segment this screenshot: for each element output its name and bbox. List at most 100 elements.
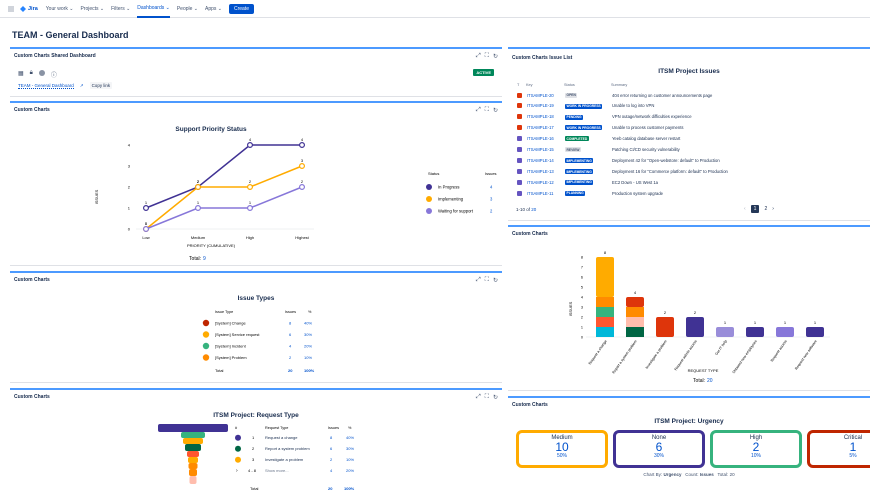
data-point[interactable] (143, 204, 150, 211)
urgency-card[interactable]: Medium 10 50% (516, 430, 608, 468)
bar-segment[interactable] (596, 317, 614, 327)
funnel-segment[interactable] (188, 463, 198, 469)
request-type-count[interactable]: 8 (330, 435, 333, 440)
data-point[interactable] (299, 162, 306, 169)
issue-key[interactable]: ITSAMPLE-17 (527, 125, 554, 131)
page-2[interactable]: 2 (764, 206, 768, 212)
issue-row[interactable]: ITSAMPLE-12 IMPLEMENTING EC2 Down - US Wes… (508, 177, 868, 187)
expand-chevron-icon[interactable]: › (236, 468, 238, 474)
nav-filters[interactable]: Filters ⌄ (111, 5, 131, 12)
legend-series-name[interactable]: In Progress (438, 185, 459, 190)
nav-your-work[interactable]: Your work ⌄ (45, 5, 74, 12)
urgency-card[interactable]: Critical 1 5% (807, 430, 870, 468)
issue-type-label[interactable]: [System] Problem (215, 355, 247, 360)
issue-summary[interactable]: Production system upgrade (612, 190, 663, 196)
funnel-segment[interactable] (189, 469, 197, 476)
help-icon[interactable]: ⓘ (50, 73, 57, 79)
funnel-segment[interactable] (188, 457, 198, 463)
data-point[interactable] (143, 225, 150, 232)
refresh-icon[interactable]: ↻ (492, 108, 498, 114)
data-point[interactable] (195, 183, 202, 190)
app-switcher-icon[interactable] (8, 5, 14, 12)
issue-key[interactable]: ITSAMPLE-14 (527, 157, 554, 163)
dashboard-link[interactable]: TEAM - General Dashboard (18, 82, 74, 89)
funnel-segment[interactable] (183, 438, 203, 444)
issue-key[interactable]: ITSAMPLE-19 (527, 103, 554, 109)
issue-key[interactable]: ITSAMPLE-16 (527, 136, 554, 142)
legend-series-count[interactable]: 2 (490, 209, 493, 214)
bar-segment[interactable] (656, 317, 674, 337)
page-1[interactable]: 1 (750, 205, 760, 213)
legend-series-name[interactable]: Waiting for support (438, 209, 474, 214)
nav-people[interactable]: People ⌄ (176, 5, 198, 12)
create-button[interactable]: Create (228, 3, 254, 14)
copy-link-button[interactable]: Copy link (89, 82, 113, 89)
issue-type-label[interactable]: [System] Incident (215, 344, 247, 349)
legend-series-count[interactable]: 4 (490, 185, 493, 190)
issue-summary[interactable]: Patching CI/CD security vulnerability (612, 147, 680, 152)
issue-type-count[interactable]: 6 (289, 332, 292, 337)
lock-icon[interactable]: 🔒︎ (29, 70, 33, 76)
total-value[interactable]: 9 (203, 256, 206, 262)
nav-dashboards[interactable]: Dashboards ⌄ (137, 0, 170, 18)
bar-segment[interactable] (596, 297, 614, 307)
issue-summary[interactable]: 404 error returning on customer announce… (612, 92, 713, 98)
bar-segment[interactable] (626, 307, 644, 317)
issue-type-label[interactable]: [System] Service request (215, 332, 260, 337)
request-type-label[interactable]: Report a system problem (265, 446, 310, 451)
bar-segment[interactable] (626, 297, 644, 307)
issue-row[interactable]: ITSAMPLE-14 IMPLEMENTING Deployment 42 for… (508, 155, 868, 165)
funnel-segment[interactable] (189, 476, 197, 484)
data-point[interactable] (247, 142, 254, 149)
calendar-icon[interactable]: ▦ (18, 71, 24, 77)
issue-type-count[interactable]: 4 (289, 344, 292, 349)
issue-key[interactable]: ITSAMPLE-12 (527, 179, 554, 185)
urgency-card[interactable]: None 6 30% (613, 430, 705, 468)
fullscreen-icon[interactable]: ⛶ (484, 394, 489, 400)
avatar[interactable] (38, 70, 45, 76)
external-link-icon[interactable]: ↗ (79, 82, 84, 88)
issue-row[interactable]: ITSAMPLE-18 PENDING VPN outage/network dif… (508, 112, 868, 122)
issue-key[interactable]: ITSAMPLE-18 (527, 114, 554, 120)
funnel-segment[interactable] (158, 424, 228, 432)
bar-segment[interactable] (806, 327, 824, 337)
issue-type-count[interactable]: 2 (289, 355, 292, 360)
request-type-count[interactable]: 4 (330, 468, 333, 473)
bar-segment[interactable] (686, 317, 704, 337)
issue-summary[interactable]: Deployment 16 for "Commerce platform: de… (612, 168, 728, 174)
nav-projects[interactable]: Projects ⌄ (80, 5, 105, 12)
bar-segment[interactable] (596, 327, 614, 337)
data-point[interactable] (247, 183, 254, 190)
request-type-label[interactable]: Show more... (265, 468, 289, 473)
bar-segment[interactable] (596, 307, 614, 317)
jira-logo[interactable]: Jira (20, 5, 38, 12)
data-point[interactable] (195, 204, 202, 211)
issue-row[interactable]: ITSAMPLE-19 WORK IN PROGRESS Unable to log… (508, 101, 868, 111)
bar-segment[interactable] (716, 327, 734, 337)
issue-row[interactable]: ITSAMPLE-17 WORK IN PROGRESS Unable to pro… (508, 123, 868, 133)
expand-icon[interactable]: ⤢ (475, 394, 481, 400)
fullscreen-icon[interactable]: ⛶ (484, 107, 489, 113)
issue-key[interactable]: ITSAMPLE-15 (527, 147, 554, 152)
nav-apps[interactable]: Apps ⌄ (204, 5, 222, 12)
refresh-icon[interactable]: ↻ (492, 395, 498, 401)
issue-row[interactable]: ITSAMPLE-15 REVIEW Patching CI/CD security… (508, 145, 868, 155)
bar-segment[interactable] (596, 257, 614, 297)
funnel-segment[interactable] (187, 451, 199, 457)
expand-icon[interactable]: ⤢ (475, 53, 481, 59)
issue-summary[interactable]: Yeeb catalog database server restart (612, 136, 681, 142)
bar-segment[interactable] (626, 327, 644, 337)
issue-type-label[interactable]: [System] Change (215, 321, 246, 326)
issue-row[interactable]: ITSAMPLE-13 IMPLEMENTING Deployment 16 for… (508, 166, 868, 176)
data-point[interactable] (299, 142, 306, 149)
issue-summary[interactable]: VPN outage/network difficulties experien… (612, 114, 692, 120)
next-page-icon[interactable]: › (772, 206, 774, 212)
total-value[interactable]: 20 (707, 378, 713, 384)
bar-segment[interactable] (746, 327, 764, 337)
request-type-label[interactable]: Request a change (265, 435, 298, 440)
issue-type-count[interactable]: 8 (289, 321, 292, 326)
issue-row[interactable]: ITSAMPLE-20 OPEN 404 error returning on cu… (508, 90, 868, 100)
issue-summary[interactable]: Deployment 42 for "Open-webstore: defaul… (612, 157, 720, 163)
fullscreen-icon[interactable]: ⛶ (484, 277, 489, 283)
request-type-label[interactable]: Investigate a problem (265, 457, 304, 462)
